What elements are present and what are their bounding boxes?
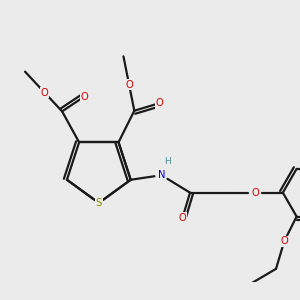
Text: O: O [125, 80, 133, 90]
Text: H: H [164, 157, 171, 166]
Text: O: O [156, 98, 164, 108]
Text: S: S [96, 198, 102, 208]
Text: O: O [280, 236, 288, 246]
Text: N: N [158, 170, 165, 180]
Text: O: O [178, 213, 186, 223]
Text: O: O [80, 92, 88, 102]
Text: O: O [41, 88, 49, 98]
Text: O: O [251, 188, 259, 198]
